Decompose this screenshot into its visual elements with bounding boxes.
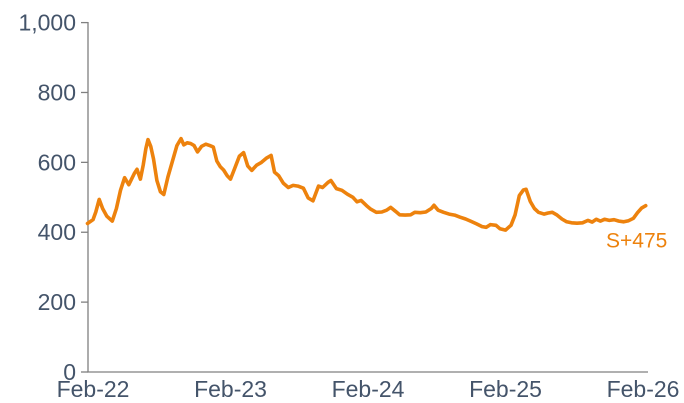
x-axis-tick-label: Feb-23 — [194, 376, 267, 402]
y-axis-tick-label: 0 — [63, 359, 76, 385]
y-axis-tick-label: 200 — [38, 289, 76, 315]
x-axis-tick-label: Feb-25 — [469, 376, 542, 402]
spread-series-line — [85, 136, 648, 232]
y-axis: 1,000 800 600 400 200 0 — [18, 10, 88, 385]
x-axis: Feb-22 Feb-23 Feb-24 Feb-25 Feb-26 — [57, 376, 680, 402]
y-axis-tick-label: 400 — [38, 219, 76, 245]
series-annotation-label: S+475 — [606, 230, 667, 253]
y-axis-tick-label: 600 — [38, 149, 76, 175]
y-axis-tick-label: 1,000 — [18, 10, 76, 36]
x-axis-tick-label: Feb-26 — [607, 376, 680, 402]
x-axis-tick-label: Feb-24 — [332, 376, 405, 402]
y-axis-tick-label: 800 — [38, 79, 76, 105]
x-axis-tick-label: Feb-22 — [57, 376, 130, 402]
axes — [87, 22, 648, 373]
